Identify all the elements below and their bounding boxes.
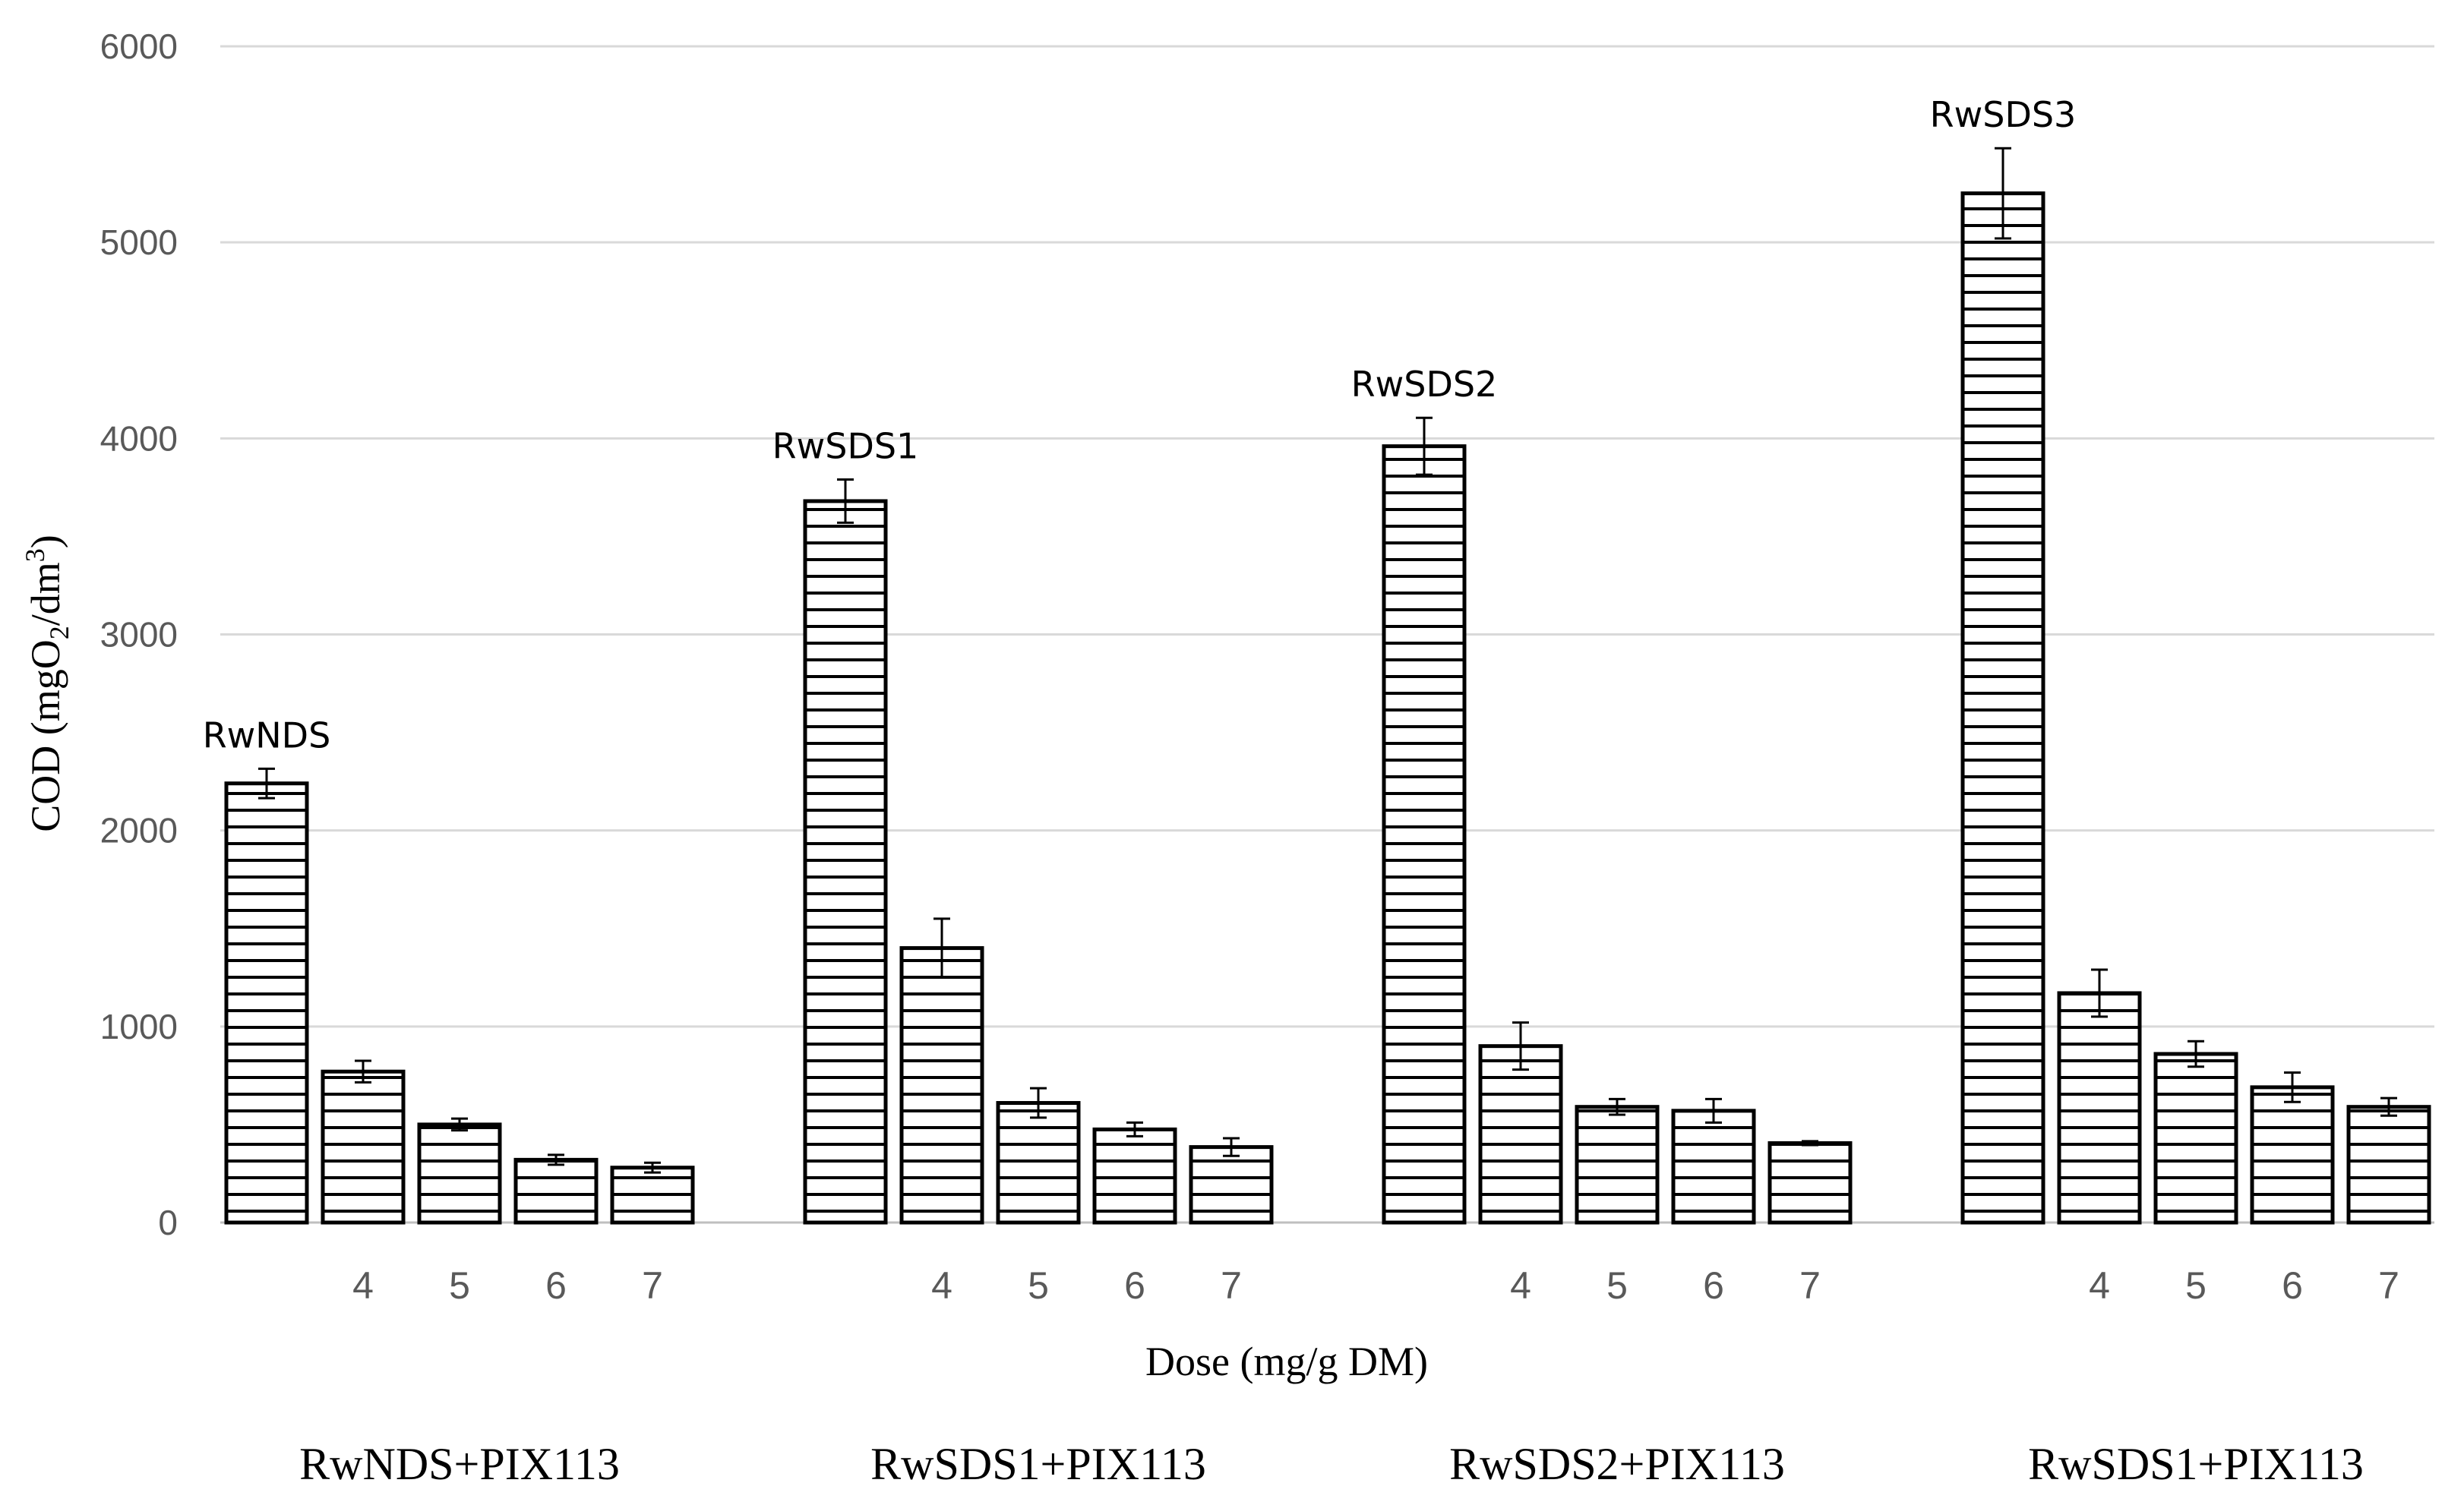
group-label-1: RwNDS+PIX113 <box>299 1439 620 1489</box>
x-axis-title: Dose (mg/g DM) <box>1145 1339 1428 1384</box>
bar-g3-5 <box>1767 1141 1853 1225</box>
error-bar-g3-1 <box>1416 416 1433 476</box>
bar-g4-4 <box>2250 1085 2335 1225</box>
error-bar-g3-4 <box>1705 1097 1722 1124</box>
error-bar-g2-5 <box>1223 1137 1240 1157</box>
error-bar-g1-4 <box>548 1153 564 1166</box>
group-labels: RwNDS+PIX113 RwSDS1+PIX113 RwSDS2+PIX113 Rw… <box>299 1439 2364 1489</box>
bar-g4-5 <box>2346 1105 2431 1225</box>
y-tick-label-3000: 3000 <box>100 615 178 655</box>
x-tick-label-g4-5: 5 <box>2185 1264 2207 1307</box>
bar-g3-1 <box>1382 444 1467 1225</box>
x-tick-label-g3-4: 4 <box>1510 1264 1531 1307</box>
bar-g3-4 <box>1671 1109 1756 1225</box>
error-bar-g2-3 <box>1030 1087 1047 1119</box>
x-tick-label-g4-6: 6 <box>2282 1264 2303 1307</box>
x-tick-label-g2-5: 5 <box>1028 1264 1049 1307</box>
bar-g3-2 <box>1478 1044 1563 1225</box>
bar-g4-1 <box>1960 191 2045 1225</box>
y-axis-title-subscript: 2 <box>44 626 74 639</box>
y-axis-title-superscript: 3 <box>20 548 50 562</box>
x-tick-label-g1-4: 4 <box>352 1264 374 1307</box>
bar-g1-2 <box>321 1069 406 1225</box>
y-axis-tick-labels: 0 1000 2000 3000 4000 5000 6000 <box>100 27 178 1242</box>
error-bar-g4-1 <box>1995 147 2011 240</box>
x-tick-label-g3-5: 5 <box>1606 1264 1628 1307</box>
error-bar-g2-2 <box>933 917 950 979</box>
group-label-2: RwSDS1+PIX113 <box>870 1439 1206 1489</box>
group-label-3: RwSDS2+PIX113 <box>1449 1439 1785 1489</box>
error-bar-g2-1 <box>837 478 854 524</box>
bar-g2-5 <box>1189 1145 1274 1225</box>
bar-g2-4 <box>1092 1127 1177 1225</box>
bar-g1-5 <box>610 1166 695 1225</box>
y-tick-label-5000: 5000 <box>100 222 178 262</box>
error-bars <box>258 147 2397 1174</box>
error-bar-g3-2 <box>1512 1021 1529 1071</box>
bar-g2-2 <box>899 946 984 1225</box>
error-bar-g3-3 <box>1609 1097 1625 1116</box>
y-tick-label-1000: 1000 <box>100 1007 178 1046</box>
x-axis-category-labels: 4 5 6 7 4 5 6 7 4 5 6 7 4 5 6 7 <box>352 1264 2399 1307</box>
x-tick-label-g3-7: 7 <box>1799 1264 1821 1307</box>
error-bar-g1-5 <box>644 1161 661 1174</box>
bar-g4-3 <box>2153 1052 2238 1225</box>
error-bar-g2-4 <box>1126 1121 1143 1137</box>
x-tick-label-g2-4: 4 <box>931 1264 952 1307</box>
bar-g2-1 <box>803 499 888 1225</box>
y-axis-title: COD (mgO2/dm3) <box>20 535 74 832</box>
bar-g1-3 <box>417 1122 502 1225</box>
x-tick-label-g2-7: 7 <box>1221 1264 1242 1307</box>
error-bar-g1-2 <box>355 1059 371 1084</box>
error-bar-g1-1 <box>258 767 275 800</box>
bar-g2-3 <box>996 1101 1081 1225</box>
bar-label-rwsds3: RwSDS3 <box>1930 94 2077 135</box>
x-tick-label-g4-4: 4 <box>2089 1264 2110 1307</box>
y-axis-title-unit: /dm <box>23 562 68 626</box>
error-bar-g1-3 <box>451 1117 468 1132</box>
error-bar-g4-4 <box>2284 1071 2301 1103</box>
y-tick-label-2000: 2000 <box>100 811 178 850</box>
y-tick-label-6000: 6000 <box>100 27 178 66</box>
y-tick-label-4000: 4000 <box>100 418 178 458</box>
bar-g4-2 <box>2057 991 2142 1225</box>
y-tick-label-0: 0 <box>158 1203 178 1242</box>
bar-g1-1 <box>224 781 309 1225</box>
bars <box>224 191 2431 1225</box>
x-tick-label-g3-6: 6 <box>1703 1264 1724 1307</box>
bar-g3-3 <box>1575 1105 1660 1225</box>
gridlines <box>220 45 2434 1224</box>
error-bar-g4-2 <box>2091 968 2108 1018</box>
x-tick-label-g2-6: 6 <box>1124 1264 1145 1307</box>
error-bar-g4-5 <box>2380 1096 2397 1117</box>
x-tick-label-g1-7: 7 <box>642 1264 663 1307</box>
bar-label-rwsds1: RwSDS1 <box>772 426 919 467</box>
y-axis-title-main: COD (mgO <box>23 639 68 832</box>
bar-labels: RwNDS RwSDS1 RwSDS2 RwSDS3 <box>203 94 2077 756</box>
group-label-4: RwSDS1+PIX113 <box>2028 1439 2364 1489</box>
error-bar-g4-3 <box>2188 1040 2204 1068</box>
y-axis-title-close: ) <box>23 535 68 548</box>
bar-label-rwsds2: RwSDS2 <box>1351 364 1498 405</box>
error-bar-g3-5 <box>1802 1140 1818 1147</box>
x-tick-label-g4-7: 7 <box>2378 1264 2399 1307</box>
bar-label-rwnds: RwNDS <box>203 715 331 756</box>
x-tick-label-g1-6: 6 <box>545 1264 567 1307</box>
bar-g1-4 <box>513 1157 599 1225</box>
x-tick-label-g1-5: 5 <box>449 1264 470 1307</box>
